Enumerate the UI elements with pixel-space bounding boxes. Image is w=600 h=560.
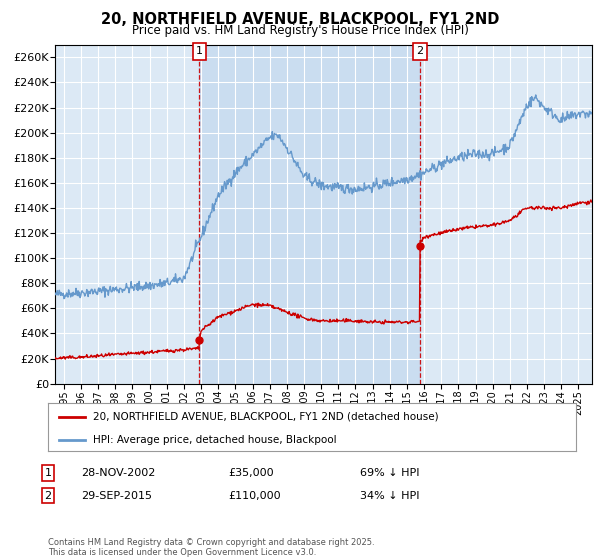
- Text: 2: 2: [416, 46, 424, 57]
- Text: 2: 2: [44, 491, 52, 501]
- Text: 1: 1: [44, 468, 52, 478]
- Bar: [199, 45, 420, 384]
- Text: 1: 1: [196, 46, 203, 57]
- Text: 20, NORTHFIELD AVENUE, BLACKPOOL, FY1 2ND (detached house): 20, NORTHFIELD AVENUE, BLACKPOOL, FY1 2N…: [93, 412, 439, 422]
- Text: £35,000: £35,000: [228, 468, 274, 478]
- Text: 69% ↓ HPI: 69% ↓ HPI: [360, 468, 419, 478]
- Text: Contains HM Land Registry data © Crown copyright and database right 2025.
This d: Contains HM Land Registry data © Crown c…: [48, 538, 374, 557]
- Text: 28-NOV-2002: 28-NOV-2002: [81, 468, 155, 478]
- Text: Price paid vs. HM Land Registry's House Price Index (HPI): Price paid vs. HM Land Registry's House …: [131, 24, 469, 36]
- Text: HPI: Average price, detached house, Blackpool: HPI: Average price, detached house, Blac…: [93, 435, 337, 445]
- Text: 29-SEP-2015: 29-SEP-2015: [81, 491, 152, 501]
- Text: 34% ↓ HPI: 34% ↓ HPI: [360, 491, 419, 501]
- Text: 20, NORTHFIELD AVENUE, BLACKPOOL, FY1 2ND: 20, NORTHFIELD AVENUE, BLACKPOOL, FY1 2N…: [101, 12, 499, 27]
- Text: £110,000: £110,000: [228, 491, 281, 501]
